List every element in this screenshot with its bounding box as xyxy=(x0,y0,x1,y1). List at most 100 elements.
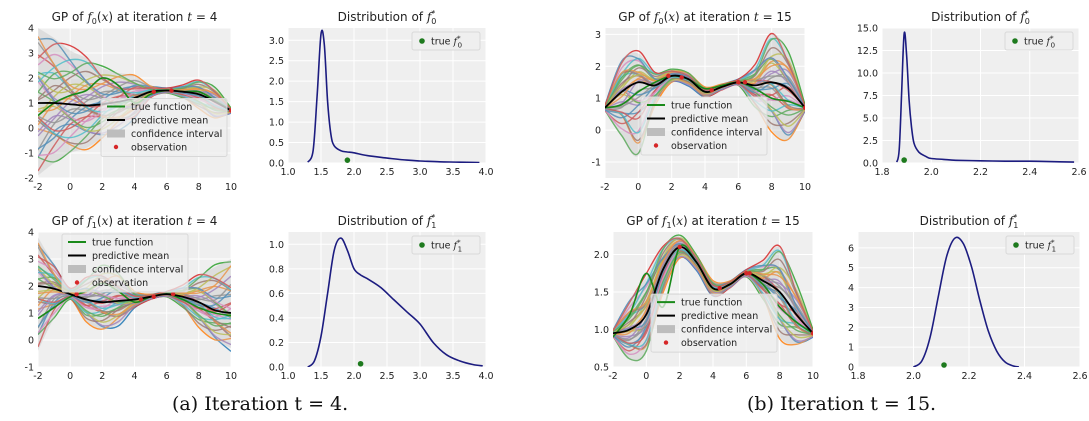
density-line xyxy=(896,31,1075,163)
true-function-line xyxy=(605,74,805,109)
legend-item: true function xyxy=(68,238,153,249)
legend: true f* 1 xyxy=(411,235,481,255)
y-tick-label: 7.5 xyxy=(863,91,878,102)
y-tick-label: -1 xyxy=(25,149,34,160)
y-tick-label: 5.0 xyxy=(863,114,878,125)
x-tick-label: 1.5 xyxy=(313,167,328,178)
observation-point xyxy=(742,80,748,85)
x-tick-label: 2.6 xyxy=(1071,167,1086,178)
predictive-mean-line xyxy=(613,246,813,335)
legend-item: confidence interval xyxy=(107,129,222,140)
confidence-band xyxy=(613,235,813,362)
legend-label: predictive mean xyxy=(92,251,169,262)
x-tick-label: 8 xyxy=(196,371,202,382)
observation-point xyxy=(138,297,144,302)
legend-label: predictive mean xyxy=(681,311,758,322)
observation-point xyxy=(679,75,684,80)
x-tick-label: 8 xyxy=(769,182,775,193)
predictive-mean-line xyxy=(38,285,231,314)
x-tick-label: 6 xyxy=(743,371,749,382)
y-tick-label: 0.0 xyxy=(269,363,284,374)
x-tick-label: 8 xyxy=(777,371,783,382)
legend-label: confidence interval xyxy=(92,265,183,276)
observation-point xyxy=(677,244,682,250)
y-tick-label: -1 xyxy=(25,363,34,374)
legend-label: true f* 0 xyxy=(1024,35,1055,50)
y-tick-label: 3 xyxy=(848,303,854,314)
y-tick-label: 1.5 xyxy=(594,288,609,299)
legend: true function predictive mean confidence i… xyxy=(650,293,778,353)
observation-point xyxy=(736,80,741,85)
observation-point xyxy=(151,89,156,94)
x-tick-label: 2.4 xyxy=(1022,167,1037,178)
x-tick-label: 4 xyxy=(131,182,137,193)
y-tick-label: 0.0 xyxy=(269,159,284,170)
x-tick-label: 3.0 xyxy=(412,371,427,382)
y-tick-label: -2 xyxy=(25,174,34,185)
x-tick-label: 1.0 xyxy=(280,167,295,178)
x-tick-label: 6 xyxy=(164,182,170,193)
y-tick-label: 2 xyxy=(28,282,34,293)
legend-item: true function xyxy=(657,298,742,309)
x-tick-label: 2.0 xyxy=(346,371,361,382)
y-tick-label: 1 xyxy=(595,94,601,105)
y-tick-label: 2 xyxy=(848,323,854,334)
y-tick-label: 0.2 xyxy=(269,338,284,349)
legend-item: confidence interval xyxy=(657,325,772,336)
legend-label: predictive mean xyxy=(671,114,748,125)
x-tick-label: 2.4 xyxy=(1017,371,1032,382)
x-tick-label: 8 xyxy=(196,182,202,193)
x-tick-label: -2 xyxy=(608,371,617,382)
y-tick-label: 2.0 xyxy=(594,250,609,261)
gp-sample-path xyxy=(38,36,231,109)
x-tick-label: 6 xyxy=(735,182,741,193)
true-value-point xyxy=(357,360,364,367)
y-tick-label: 0.6 xyxy=(269,289,284,300)
y-tick-label: 1 xyxy=(848,343,854,354)
x-tick-label: 2.2 xyxy=(973,167,988,178)
y-tick-label: 0.5 xyxy=(594,363,609,374)
y-tick-label: 3 xyxy=(28,255,34,266)
legend: true function predictive mean confidence i… xyxy=(640,96,768,156)
chart-gp_f0_t15: -2 0 2 4 6 8 10 -1 0 1 2 3 GP of f0(x) at iteration … xyxy=(592,10,812,193)
x-tick-label: 3.0 xyxy=(412,167,427,178)
observation-point xyxy=(170,291,176,297)
legend-item: observation xyxy=(74,278,148,289)
y-tick-label: 0 xyxy=(595,126,601,137)
gp-sample-path xyxy=(38,76,231,115)
legend-item: predictive mean xyxy=(647,114,748,125)
legend-item: true function xyxy=(107,102,192,113)
legend-label: confidence interval xyxy=(671,128,762,139)
gp-sample-path xyxy=(605,63,805,106)
y-tick-label: 12.5 xyxy=(857,46,878,57)
legend-item: predictive mean xyxy=(657,311,758,322)
observation-point xyxy=(747,271,752,276)
y-tick-label: 2 xyxy=(595,62,601,73)
y-tick-label: 0 xyxy=(848,363,854,374)
y-tick-label: 3 xyxy=(28,49,34,60)
y-tick-label: 1.0 xyxy=(269,118,284,129)
gp-sample-path xyxy=(38,37,231,111)
density-line xyxy=(307,29,480,163)
panel-title: Distribution of f* 0 xyxy=(338,9,437,26)
y-tick-label: 2.0 xyxy=(269,77,284,88)
legend-label: true f* 1 xyxy=(1025,239,1056,254)
legend-item: predictive mean xyxy=(107,116,208,127)
x-tick-label: 2 xyxy=(669,182,675,193)
legend: true f* 0 xyxy=(1004,31,1074,51)
panel-title: Distribution of f* 1 xyxy=(338,213,437,230)
observation-point xyxy=(666,73,671,79)
x-tick-label: 2.5 xyxy=(379,167,394,178)
observation-point xyxy=(717,286,722,291)
panel-title: GP of f0(x) at iteration t = 15 xyxy=(618,10,791,26)
x-tick-label: 2.5 xyxy=(379,371,394,382)
x-tick-label: 0 xyxy=(67,371,73,382)
true-value-point xyxy=(901,157,907,163)
chart-gp_f1_t4: -2 0 2 4 6 8 10 -1 0 1 2 3 4 GP of f1(x) at iteration… xyxy=(25,214,238,382)
observation-point xyxy=(810,331,813,336)
panel-title: GP of f1(x) at iteration t = 4 xyxy=(52,214,218,230)
x-tick-label: 2.0 xyxy=(906,371,921,382)
legend-label: predictive mean xyxy=(131,116,208,127)
x-tick-label: 2.0 xyxy=(924,167,939,178)
chart-dist_f1_t4: 1.0 1.5 2.0 2.5 3.0 3.5 4.0 0.0 0.2 0.4 0.6 0.8 1.0 D… xyxy=(269,213,494,382)
